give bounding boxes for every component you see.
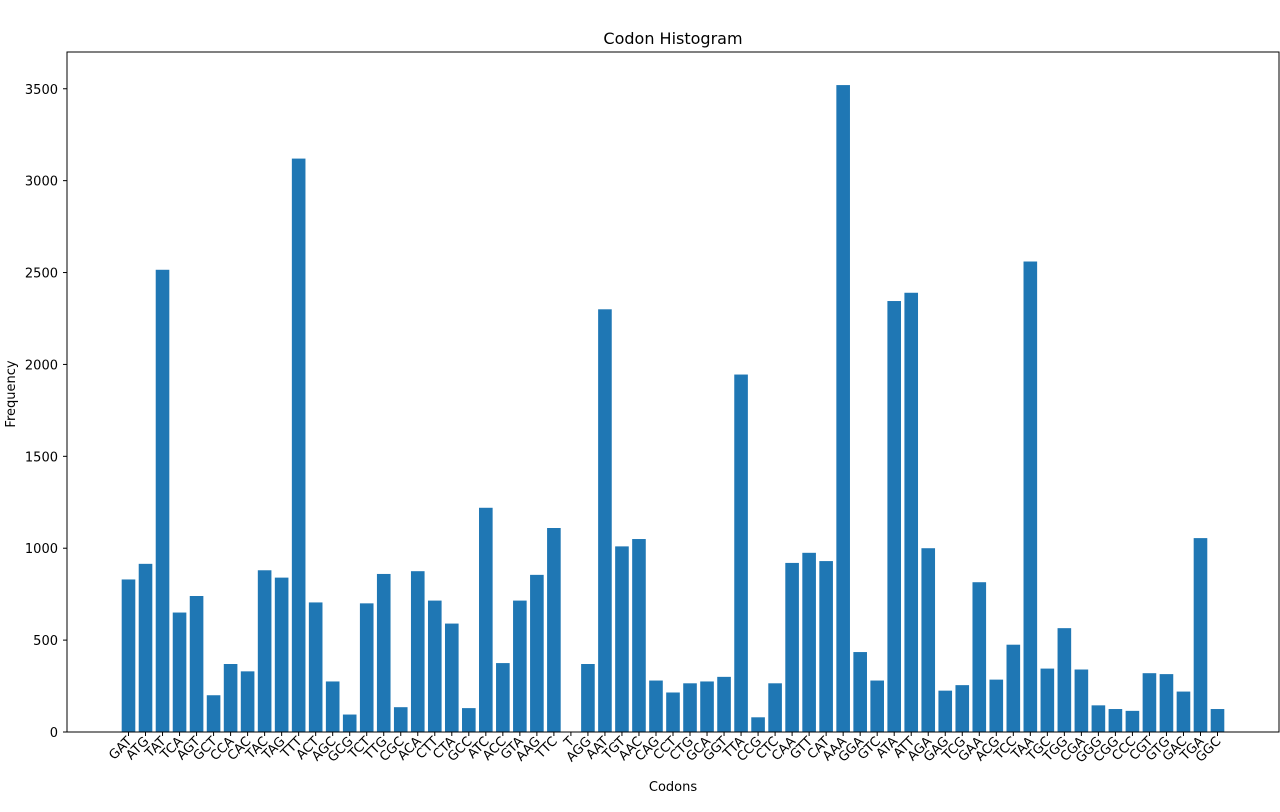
x-axis-ticks: GATATGTATTCAAGTGCTCCACACTACTAGTTTACTAGCG… <box>106 732 1224 766</box>
bar-agc <box>325 681 340 732</box>
y-axis-label: Frequency <box>4 360 19 427</box>
bar-aga <box>921 548 936 732</box>
bar-ttc <box>547 528 561 732</box>
bar-tag <box>274 577 289 732</box>
bar-tga <box>1193 538 1208 732</box>
bar-gtc <box>870 680 884 732</box>
bar-gca <box>700 681 714 732</box>
bar-tat <box>155 269 170 732</box>
x-axis-label: Codons <box>649 780 697 795</box>
bar-aac <box>632 539 646 732</box>
chart-title: Codon Histogram <box>603 29 742 48</box>
bar-taa <box>1023 261 1038 732</box>
bar-cgt <box>1142 673 1157 732</box>
y-tick-label: 1500 <box>25 450 58 465</box>
bar-aaa <box>836 85 850 732</box>
bar-atg <box>138 563 153 732</box>
y-tick-label: 0 <box>50 726 58 741</box>
bar-ggc <box>1210 709 1225 732</box>
bar-att <box>904 292 919 732</box>
bar-cct <box>666 692 680 732</box>
y-tick-label: 3000 <box>25 175 58 190</box>
bars-group <box>121 85 1225 733</box>
bar-agt <box>189 596 204 732</box>
bar-aca <box>410 571 425 732</box>
bar-cac <box>240 671 255 732</box>
y-tick-label: 2500 <box>25 267 58 282</box>
bar-aag <box>530 574 544 732</box>
bar-tgc <box>1040 668 1055 732</box>
bar-act <box>308 602 323 732</box>
bar-ccc <box>1125 710 1140 732</box>
bar-gcg <box>342 714 357 732</box>
y-tick-label: 1000 <box>25 542 58 557</box>
bar-tac <box>257 570 272 732</box>
bar-cgg <box>1108 709 1123 732</box>
bar-ctc <box>768 683 782 732</box>
bar-ggg <box>1091 705 1106 732</box>
bar-atc <box>479 507 493 732</box>
bar-ttg <box>376 573 391 732</box>
bar-ata <box>887 301 902 732</box>
bar-tca <box>172 612 187 732</box>
bar-gtg <box>1159 674 1174 732</box>
y-tick-label: 500 <box>33 634 58 649</box>
bar-tct <box>359 603 374 732</box>
bar-tcg <box>955 685 970 732</box>
bar-acc <box>496 663 510 732</box>
bar-gac <box>1176 691 1191 732</box>
bar-gaa <box>972 582 987 732</box>
bar-aat <box>598 309 612 732</box>
bar-ctt <box>427 600 442 732</box>
bar-ggt <box>717 676 731 732</box>
bar-gag <box>938 690 953 732</box>
bar-tta <box>734 374 748 732</box>
bar-cag <box>649 680 663 732</box>
bar-acg <box>989 679 1004 732</box>
bar-gat <box>121 579 136 732</box>
bar-gtt <box>802 552 816 732</box>
bar-ttt <box>291 158 306 733</box>
y-axis-ticks: 0 500 1000 1500 2000 2500 3000 3500 <box>25 83 67 741</box>
bar-agg <box>581 664 595 732</box>
bar-ctg <box>683 683 697 732</box>
bar-ccg <box>751 717 765 732</box>
bar-tcc <box>1006 644 1021 732</box>
bar-caa <box>785 562 799 732</box>
bar-cta <box>444 623 459 732</box>
bar-cca <box>223 664 238 732</box>
bar-gta <box>513 600 527 732</box>
plot-frame <box>66 51 1280 733</box>
bar-gct <box>206 695 221 732</box>
y-tick-label: 3500 <box>25 83 58 98</box>
bar-cgc <box>393 707 408 732</box>
y-tick-label: 2000 <box>25 358 58 373</box>
bar-cga <box>1074 669 1089 732</box>
bar-gga <box>853 652 867 732</box>
bar-tgg <box>1057 628 1072 732</box>
bar-tgt <box>615 546 629 732</box>
bar-gcc <box>462 708 476 732</box>
bar-cat <box>819 561 833 732</box>
